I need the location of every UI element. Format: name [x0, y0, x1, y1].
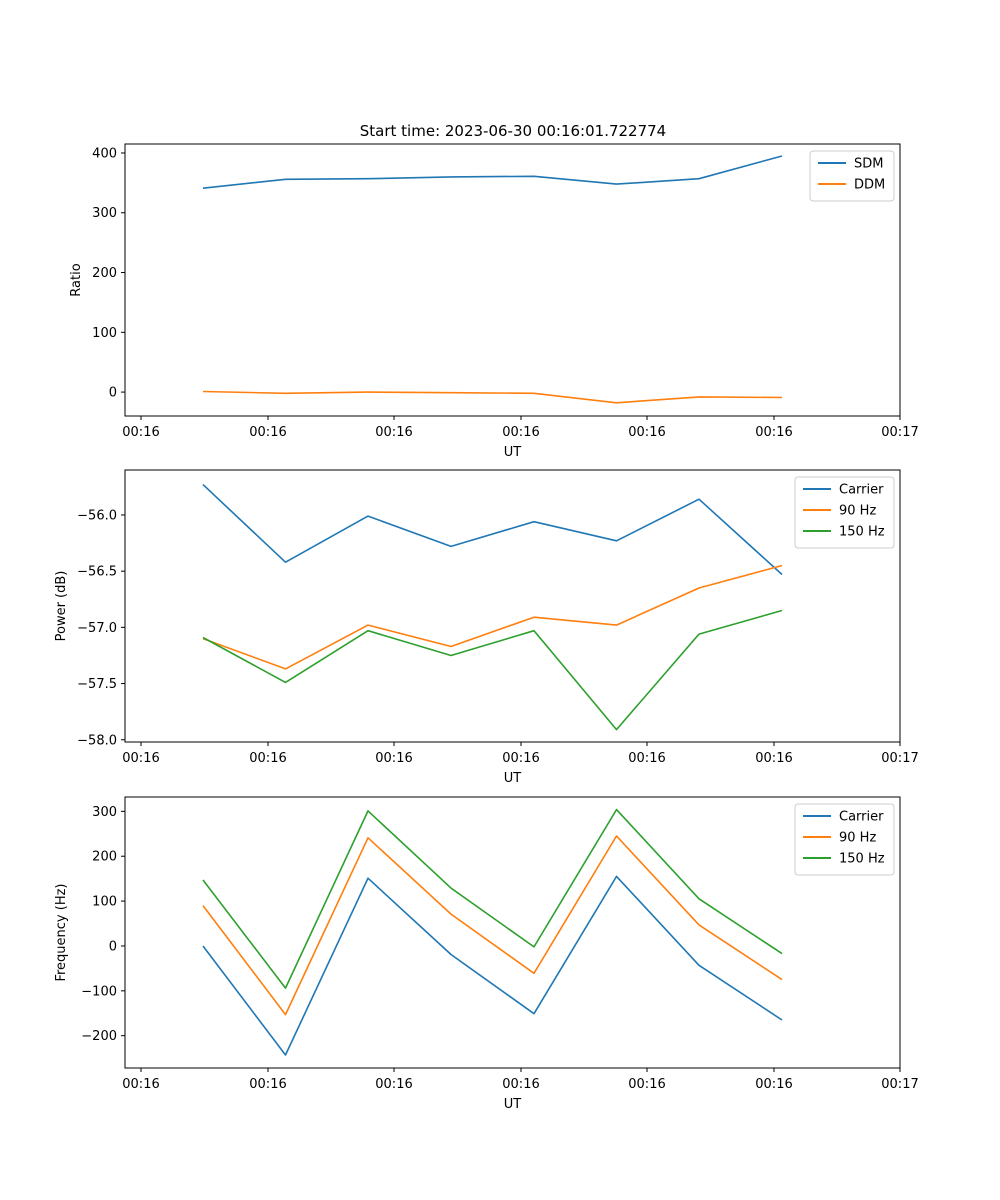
series-line-1	[202, 484, 783, 576]
x-tick-label: 00:16	[502, 751, 539, 766]
y-axis-label: Frequency (Hz)	[54, 883, 69, 981]
legend-label: DDM	[854, 178, 885, 193]
y-tick-label: −57.0	[77, 621, 117, 636]
figure-title: Start time: 2023-06-30 00:16:01.722774	[360, 122, 666, 140]
x-tick-label: 00:16	[375, 751, 412, 766]
legend-label: Carrier	[839, 483, 884, 498]
y-tick-label: 400	[92, 146, 117, 161]
series-line-2	[202, 390, 783, 404]
y-tick-label: −100	[81, 984, 117, 999]
series-line-1	[202, 875, 783, 1056]
legend: Carrier 90 Hz 150 Hz	[794, 803, 895, 876]
legend: Carrier 90 Hz 150 Hz	[794, 476, 895, 549]
x-tick-label: 00:16	[375, 1077, 412, 1092]
y-tick-label: 0	[109, 386, 117, 401]
y-tick-label: −200	[81, 1029, 117, 1044]
x-axis-label: UT	[504, 771, 522, 786]
x-tick-label: 00:16	[502, 1077, 539, 1092]
x-tick-label: 00:16	[502, 425, 539, 440]
x-tick-label: 00:16	[249, 425, 286, 440]
subplot-3: 00:16 00:16 00:16 00:16 00:16 00:16 00:17 300 20…	[54, 796, 919, 1112]
y-tick-label: 200	[92, 850, 117, 865]
y-axis-label: Power (dB)	[54, 571, 69, 642]
legend-label: SDM	[854, 157, 883, 172]
axes-frame	[124, 796, 901, 1069]
y-tick-label: 0	[109, 939, 117, 954]
y-tick-label: −57.5	[77, 677, 117, 692]
x-axis-label: UT	[504, 1097, 522, 1112]
subplot-2: 00:16 00:16 00:16 00:16 00:16 00:16 00:17 −56.0…	[54, 469, 919, 786]
x-tick-label: 00:16	[122, 425, 159, 440]
legend-label: 90 Hz	[839, 831, 876, 846]
series-line-2	[202, 835, 783, 1016]
y-tick-label: 300	[92, 206, 117, 221]
series-line-1	[202, 155, 783, 189]
legend: SDM DDM	[809, 150, 895, 202]
x-tick-label: 00:16	[755, 425, 792, 440]
y-tick-label: −56.0	[77, 508, 117, 523]
y-tick-label: 100	[92, 895, 117, 910]
x-tick-label: 00:17	[881, 751, 918, 766]
x-tick-label: 00:17	[881, 1077, 918, 1092]
x-tick-label: 00:16	[628, 751, 665, 766]
series-line-2	[202, 564, 783, 670]
y-tick-label: 100	[92, 326, 117, 341]
x-tick-label: 00:16	[755, 1077, 792, 1092]
legend-label: 150 Hz	[839, 525, 885, 540]
subplot-panels: 00:16 00:16 00:16 00:16 00:16 00:16 00:17 0 100 2…	[54, 143, 919, 1112]
series-line-3	[202, 808, 783, 989]
x-tick-label: 00:16	[249, 751, 286, 766]
y-tick-label: 300	[92, 805, 117, 820]
x-tick-label: 00:16	[122, 1077, 159, 1092]
x-axis-label: UT	[504, 445, 522, 460]
subplot-1: 00:16 00:16 00:16 00:16 00:16 00:16 00:17 0 100 2…	[69, 143, 919, 460]
x-tick-label: 00:16	[249, 1077, 286, 1092]
series-line-3	[202, 609, 783, 731]
y-tick-label: −58.0	[77, 733, 117, 748]
x-tick-label: 00:16	[628, 425, 665, 440]
y-tick-label: −56.5	[77, 565, 117, 580]
y-tick-label: 200	[92, 266, 117, 281]
axes-frame	[124, 143, 901, 417]
legend-label: Carrier	[839, 810, 884, 825]
y-axis-label: Ratio	[69, 263, 84, 296]
x-tick-label: 00:16	[122, 751, 159, 766]
x-tick-label: 00:16	[628, 1077, 665, 1092]
legend-label: 90 Hz	[839, 504, 876, 519]
x-tick-label: 00:16	[755, 751, 792, 766]
x-tick-label: 00:16	[375, 425, 412, 440]
legend-label: 150 Hz	[839, 852, 885, 867]
x-tick-label: 00:17	[881, 425, 918, 440]
axes-frame	[124, 469, 901, 743]
